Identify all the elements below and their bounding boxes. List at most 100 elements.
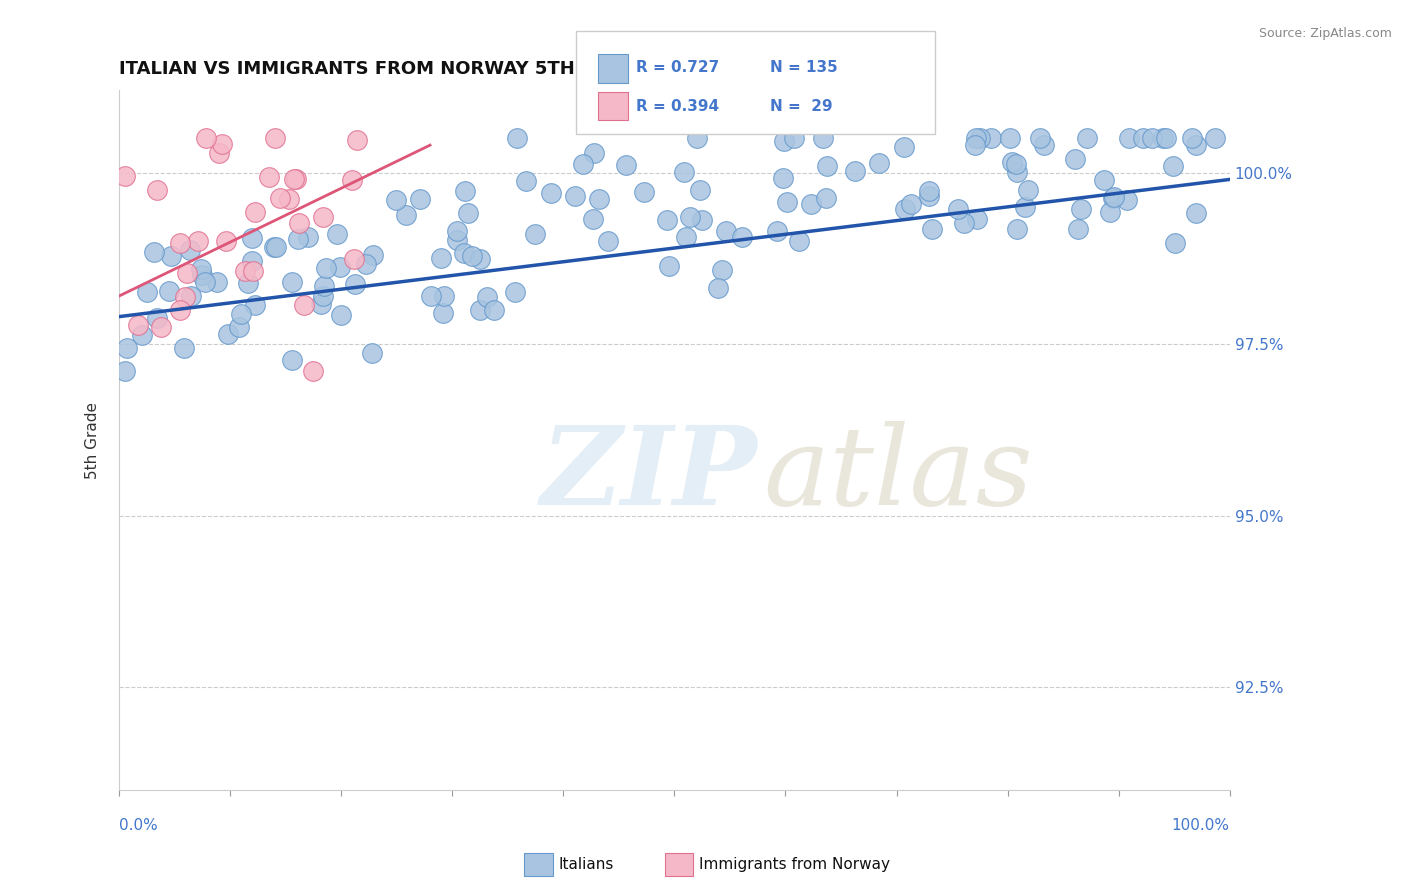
Point	[1017, 183, 1039, 197]
Point	[236, 277, 259, 291]
Point	[918, 184, 941, 198]
Point	[1161, 159, 1184, 173]
Point	[475, 290, 498, 304]
Point	[315, 260, 337, 275]
Point	[731, 230, 754, 244]
Point	[1032, 138, 1054, 153]
Point	[180, 289, 202, 303]
Point	[1204, 131, 1226, 145]
Point	[582, 145, 605, 160]
Point	[283, 172, 305, 186]
Text: atlas: atlas	[763, 421, 1033, 529]
Point	[1005, 164, 1028, 178]
Point	[1104, 190, 1126, 204]
Text: 0.0%: 0.0%	[120, 818, 157, 833]
Point	[918, 189, 941, 203]
Point	[811, 131, 834, 145]
Point	[228, 320, 250, 334]
Point	[312, 210, 335, 224]
Point	[776, 194, 799, 209]
Point	[689, 183, 711, 197]
Point	[969, 131, 991, 145]
Point	[325, 227, 347, 242]
Point	[716, 224, 738, 238]
Point	[314, 279, 336, 293]
Point	[800, 197, 823, 211]
Point	[868, 156, 890, 170]
Point	[1028, 131, 1050, 145]
Point	[461, 249, 484, 263]
Point	[1076, 131, 1098, 145]
Point	[953, 216, 976, 230]
Point	[894, 202, 917, 216]
Point	[430, 251, 453, 265]
Point	[1014, 200, 1036, 214]
Point	[150, 320, 173, 334]
Point	[233, 263, 256, 277]
Point	[420, 288, 443, 302]
Point	[263, 131, 285, 145]
Point	[571, 157, 593, 171]
Point	[772, 171, 794, 186]
Point	[766, 224, 789, 238]
Text: ITALIAN VS IMMIGRANTS FROM NORWAY 5TH GRADE CORRELATION CHART: ITALIAN VS IMMIGRANTS FROM NORWAY 5TH GR…	[120, 60, 872, 78]
Point	[231, 307, 253, 321]
Point	[285, 172, 308, 186]
Point	[409, 192, 432, 206]
Point	[657, 213, 679, 227]
Point	[195, 131, 218, 145]
Point	[1064, 153, 1087, 167]
Point	[287, 232, 309, 246]
Point	[243, 204, 266, 219]
Point	[169, 236, 191, 251]
Point	[173, 341, 195, 355]
Point	[115, 341, 138, 355]
Point	[312, 289, 335, 303]
Point	[470, 303, 492, 318]
Point	[263, 240, 285, 254]
Point	[281, 352, 304, 367]
Text: 100.0%: 100.0%	[1171, 818, 1230, 833]
Point	[208, 146, 231, 161]
Point	[176, 267, 198, 281]
Point	[1001, 154, 1024, 169]
Point	[446, 233, 468, 247]
Point	[297, 230, 319, 244]
Point	[658, 259, 681, 273]
Point	[1185, 205, 1208, 219]
Text: N = 135: N = 135	[770, 61, 838, 75]
Point	[143, 245, 166, 260]
Point	[354, 257, 377, 271]
Point	[672, 165, 695, 179]
Point	[174, 290, 197, 304]
Point	[343, 277, 366, 291]
Point	[146, 182, 169, 196]
Point	[893, 140, 915, 154]
Y-axis label: 5th Grade: 5th Grade	[86, 401, 100, 479]
Point	[596, 234, 619, 248]
Point	[1185, 137, 1208, 152]
Point	[302, 364, 325, 378]
Text: N =  29: N = 29	[770, 99, 834, 113]
Point	[783, 131, 806, 145]
Point	[815, 159, 838, 173]
Point	[965, 131, 987, 145]
Point	[503, 285, 526, 300]
Point	[217, 326, 239, 341]
Point	[1140, 131, 1163, 145]
Point	[1066, 222, 1088, 236]
Point	[264, 240, 287, 254]
Point	[1152, 131, 1174, 145]
Point	[679, 211, 702, 225]
Point	[361, 346, 384, 360]
Point	[292, 298, 315, 312]
Point	[482, 303, 505, 318]
Point	[457, 206, 479, 220]
Point	[240, 254, 263, 268]
Point	[787, 234, 810, 248]
Point	[157, 285, 180, 299]
Point	[288, 216, 311, 230]
Text: R = 0.727: R = 0.727	[636, 61, 718, 75]
Point	[1132, 131, 1154, 145]
Point	[127, 318, 149, 333]
